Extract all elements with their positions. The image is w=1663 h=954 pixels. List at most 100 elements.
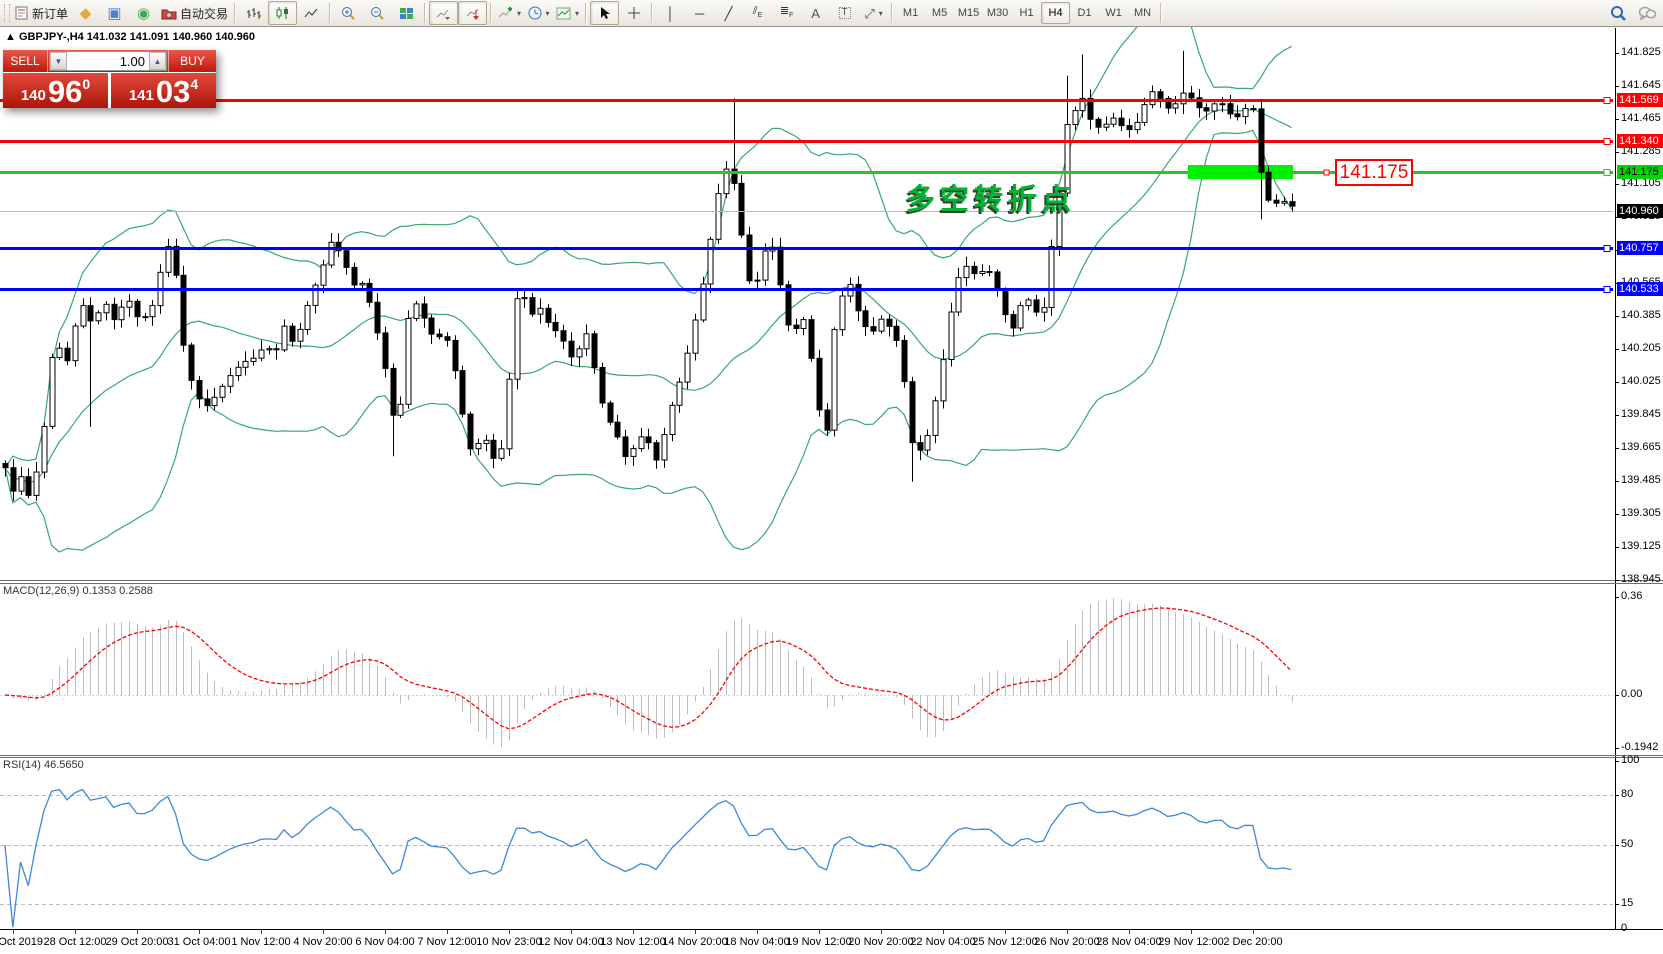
new-order-icon — [15, 6, 28, 20]
search-button[interactable] — [1603, 1, 1632, 25]
trendline-button[interactable]: ╱ — [714, 1, 743, 25]
data-window-icon: ▣ — [107, 4, 122, 22]
indicators-button[interactable]: ▾ — [495, 1, 524, 25]
text-label-button[interactable]: T — [830, 1, 859, 25]
signals-button[interactable]: ◉ — [129, 1, 158, 25]
timeframe-m1-button[interactable]: M1 — [902, 7, 919, 19]
vertical-line-button[interactable]: │ — [656, 1, 685, 25]
cursor-icon — [600, 7, 610, 19]
zoom-in-icon — [342, 6, 355, 20]
chart-shift-button[interactable] — [458, 1, 488, 25]
arrows-dropdown-icon[interactable]: ▾ — [878, 8, 883, 18]
volume-decrease-button[interactable]: ▼ — [50, 52, 67, 70]
main-chart-plot-area[interactable] — [0, 28, 1615, 581]
signals-icon: ◉ — [136, 4, 151, 22]
toolbar-grip[interactable] — [4, 4, 10, 22]
timeframe-h4-button[interactable]: H4 — [1041, 2, 1071, 24]
market-watch-button[interactable]: ◆ — [71, 1, 100, 25]
templates-dropdown-icon[interactable]: ▾ — [575, 8, 580, 18]
toolbar-separator — [234, 3, 237, 23]
timeframe-group: M1 M5 M15 M30 H1 H4 D1 W1 MN — [896, 2, 1157, 24]
symbol-info: ▲ GBPJPY-,H4 141.032 141.091 140.960 140… — [5, 31, 255, 43]
crosshair-icon — [627, 7, 640, 19]
toolbar-separator — [585, 3, 588, 23]
templates-button[interactable]: ▾ — [553, 1, 582, 25]
buy-price-main: 03 — [155, 74, 191, 109]
timeframe-h1-button[interactable]: H1 — [1019, 7, 1034, 19]
text-label-icon: T — [838, 7, 851, 19]
candlestick-chart-icon — [276, 7, 289, 19]
buy-price-button[interactable]: 141 03 4 — [111, 73, 216, 108]
timeframe-m5-button[interactable]: M5 — [931, 7, 948, 19]
crosshair-button[interactable] — [619, 1, 648, 25]
horizontal-line-button[interactable]: ─ — [685, 1, 714, 25]
autotrading-icon — [161, 9, 177, 19]
sell-price-pip: 0 — [82, 76, 91, 92]
time-axis[interactable] — [0, 930, 1663, 954]
volume-increase-button[interactable]: ▲ — [149, 52, 166, 70]
text-icon: A — [811, 5, 820, 21]
line-chart-button[interactable] — [297, 1, 326, 25]
macd-panel[interactable] — [0, 585, 1615, 755]
toolbar-separator — [651, 3, 654, 23]
candlestick-chart-button[interactable] — [268, 1, 298, 25]
price-level-label[interactable]: 141.175 — [1335, 159, 1413, 186]
new-order-label: 新订单 — [32, 6, 69, 21]
line-chart-icon — [304, 8, 318, 18]
rsi-panel[interactable] — [0, 757, 1615, 930]
chat-button[interactable] — [1632, 1, 1661, 25]
autotrading-button[interactable]: 自动交易 — [158, 1, 231, 25]
text-button[interactable]: A — [801, 1, 830, 25]
new-order-button[interactable]: 新订单 — [12, 1, 71, 25]
tile-windows-button[interactable] — [392, 1, 421, 25]
bar-chart-icon — [247, 8, 262, 19]
zoom-out-icon — [371, 6, 384, 20]
timeframe-m15-button[interactable]: M15 — [957, 7, 980, 19]
sell-button[interactable]: SELL — [3, 50, 48, 72]
toolbar-separator — [329, 3, 332, 23]
bar-chart-button[interactable] — [239, 1, 268, 25]
horizontal-line-icon: ─ — [694, 5, 705, 21]
templates-icon — [556, 7, 571, 19]
buy-button[interactable]: BUY — [168, 50, 216, 72]
sell-price-main: 96 — [47, 74, 83, 109]
main-toolbar: 新订单 ◆ ▣ ◉ 自动交易 ▾ ▾ ▾ │ ─ ╱ ⫽E ≣F A T — [0, 0, 1663, 27]
one-click-toggle-icon[interactable]: ▲ — [5, 31, 19, 43]
indicators-icon — [498, 7, 513, 18]
data-window-button[interactable]: ▣ — [100, 1, 129, 25]
chat-icon — [1638, 6, 1656, 20]
price-axis[interactable] — [1615, 28, 1663, 930]
rsi-indicator-label: RSI(14) 46.5650 — [3, 759, 84, 771]
toolbar-separator — [490, 3, 493, 23]
auto-scroll-icon — [436, 9, 451, 20]
equidistant-channel-button[interactable]: ⫽E — [743, 1, 772, 25]
timeframe-w1-button[interactable]: W1 — [1105, 7, 1122, 19]
timeframe-mn-button[interactable]: MN — [1134, 7, 1152, 19]
sell-price-button[interactable]: 140 96 0 — [3, 73, 108, 108]
timeframe-m30-button[interactable]: M30 — [986, 7, 1009, 19]
search-icon — [1610, 6, 1626, 21]
zoom-out-button[interactable] — [363, 1, 392, 25]
fibonacci-button[interactable]: ≣F — [772, 1, 801, 25]
vertical-line-icon: │ — [666, 5, 675, 21]
tile-windows-icon — [400, 7, 414, 19]
cursor-button[interactable] — [590, 1, 620, 25]
periods-button[interactable]: ▾ — [524, 1, 553, 25]
arrows-icon: ⤢ — [864, 5, 875, 21]
zoom-in-button[interactable] — [334, 1, 363, 25]
chart-shift-icon — [466, 8, 480, 20]
toolbar-separator — [1160, 3, 1163, 23]
auto-scroll-button[interactable] — [429, 1, 459, 25]
volume-input[interactable] — [67, 52, 149, 70]
indicators-dropdown-icon[interactable]: ▾ — [517, 8, 522, 18]
arrows-button[interactable]: ⤢ ▾ — [859, 1, 888, 25]
chart-text-annotation[interactable]: 多空转折点 — [906, 184, 1077, 216]
toolbar-separator — [891, 3, 894, 23]
periods-dropdown-icon[interactable]: ▾ — [545, 8, 550, 18]
buy-price-prefix: 141 — [128, 87, 154, 104]
buy-price-pip: 4 — [190, 76, 199, 92]
timeframe-d1-button[interactable]: D1 — [1077, 7, 1092, 19]
